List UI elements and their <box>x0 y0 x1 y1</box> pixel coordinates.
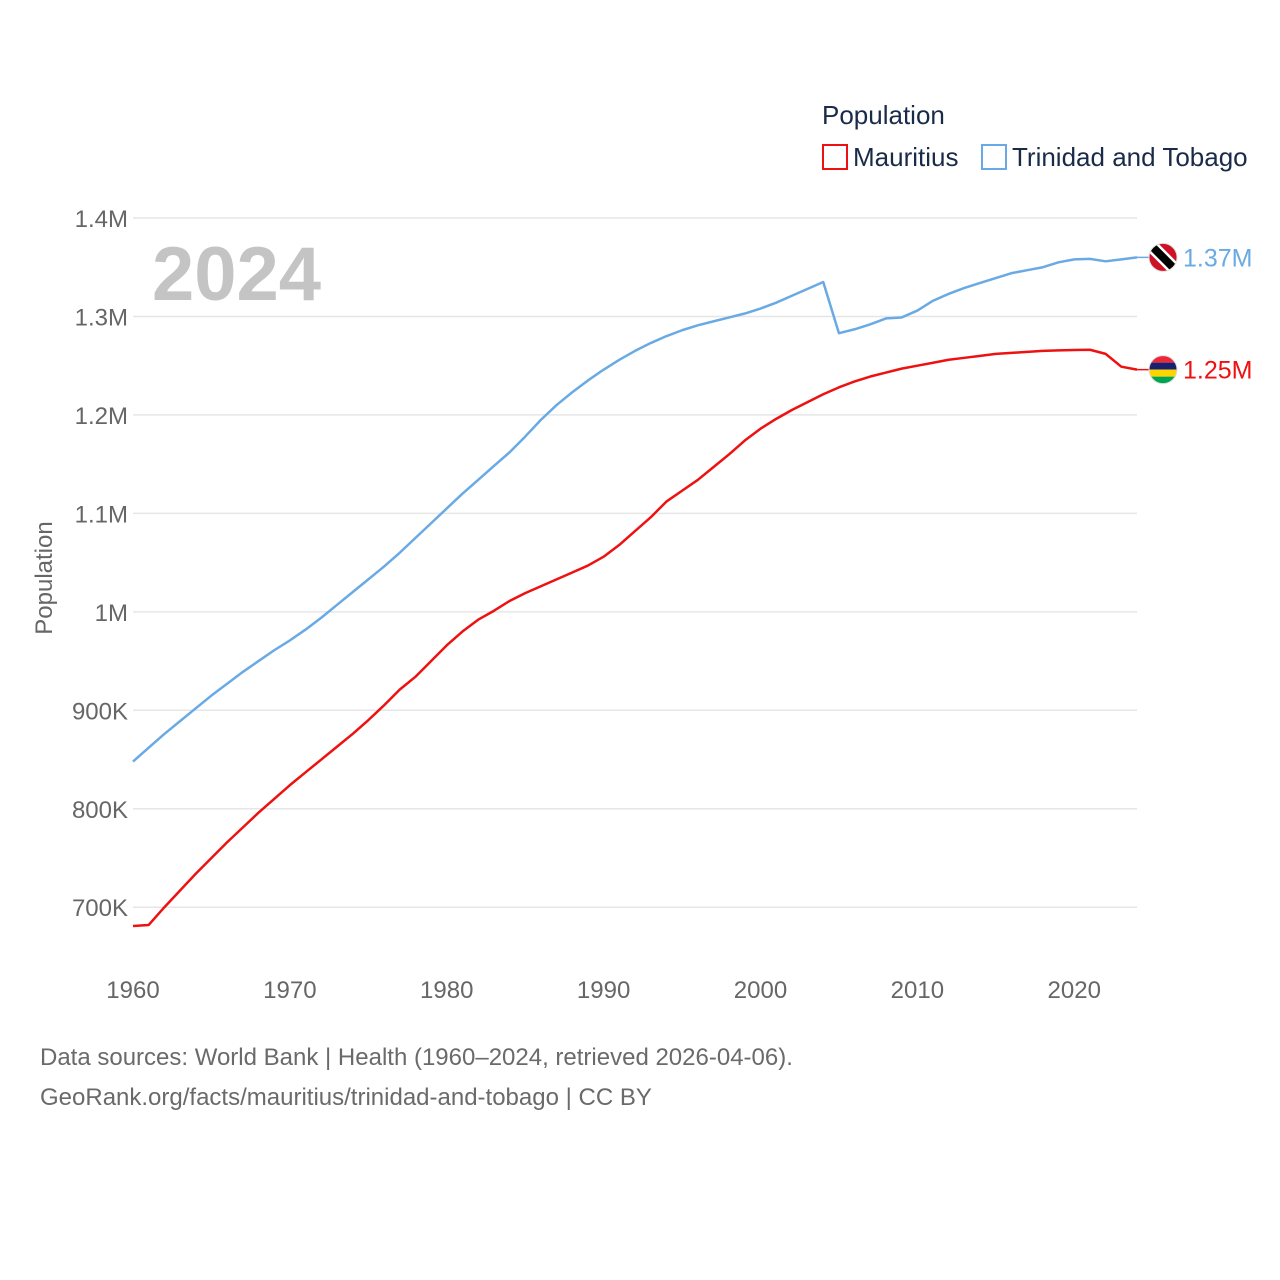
y-tick-label: 1.2M <box>75 403 128 430</box>
x-tick-label: 1960 <box>106 977 159 1004</box>
legend-title: Population <box>822 100 945 130</box>
series-line-mauritius[interactable] <box>132 348 1138 928</box>
series-line-trinidad-and-tobago[interactable] <box>132 256 1138 763</box>
x-tick-label: 2010 <box>891 977 944 1004</box>
x-tick-label: 2000 <box>734 977 787 1004</box>
legend-label-trinidad-and-tobago: Trinidad and Tobago <box>1012 142 1248 172</box>
end-value-label-trinidad-and-tobago: 1.37M <box>1183 244 1252 272</box>
legend-item-trinidad-and-tobago[interactable]: Trinidad and Tobago <box>981 142 1248 172</box>
gridlines <box>133 217 1137 908</box>
mauritius-flag-icon <box>1148 355 1178 385</box>
x-axis-ticks: 1960 1970 1980 1990 2000 2010 2020 <box>106 977 1101 1004</box>
y-tick-label: 900K <box>72 698 128 725</box>
y-axis-ticks: 700K 800K 900K 1M 1.1M 1.2M 1.3M 1.4M <box>72 206 128 922</box>
trinidad-and-tobago-flag-icon <box>1148 242 1178 272</box>
x-tick-label: 2020 <box>1048 977 1101 1004</box>
y-tick-label: 1.3M <box>75 304 128 331</box>
y-tick-label: 1M <box>95 600 128 627</box>
y-tick-label: 1.1M <box>75 501 128 528</box>
year-badge: 2024 <box>152 232 321 317</box>
end-markers: 1.25M 1.37M <box>1137 242 1252 385</box>
legend-item-mauritius[interactable]: Mauritius <box>822 142 958 172</box>
y-tick-label: 700K <box>72 895 128 922</box>
legend-label-mauritius: Mauritius <box>853 142 958 172</box>
series-lines <box>132 256 1138 928</box>
y-axis-label: Population <box>31 521 58 634</box>
source-line-2: GeoRank.org/facts/mauritius/trinidad-and… <box>40 1084 652 1111</box>
x-tick-label: 1990 <box>577 977 630 1004</box>
y-tick-label: 1.4M <box>75 206 128 233</box>
legend-swatch-mauritius <box>822 144 848 170</box>
legend: Population Mauritius Trinidad and Tobago <box>822 100 1248 172</box>
x-tick-label: 1980 <box>420 977 473 1004</box>
legend-swatch-trinidad-and-tobago <box>981 144 1007 170</box>
x-tick-label: 1970 <box>263 977 316 1004</box>
y-tick-label: 800K <box>72 797 128 824</box>
source-line-1: Data sources: World Bank | Health (1960–… <box>40 1044 793 1071</box>
end-value-label-mauritius: 1.25M <box>1183 357 1252 385</box>
